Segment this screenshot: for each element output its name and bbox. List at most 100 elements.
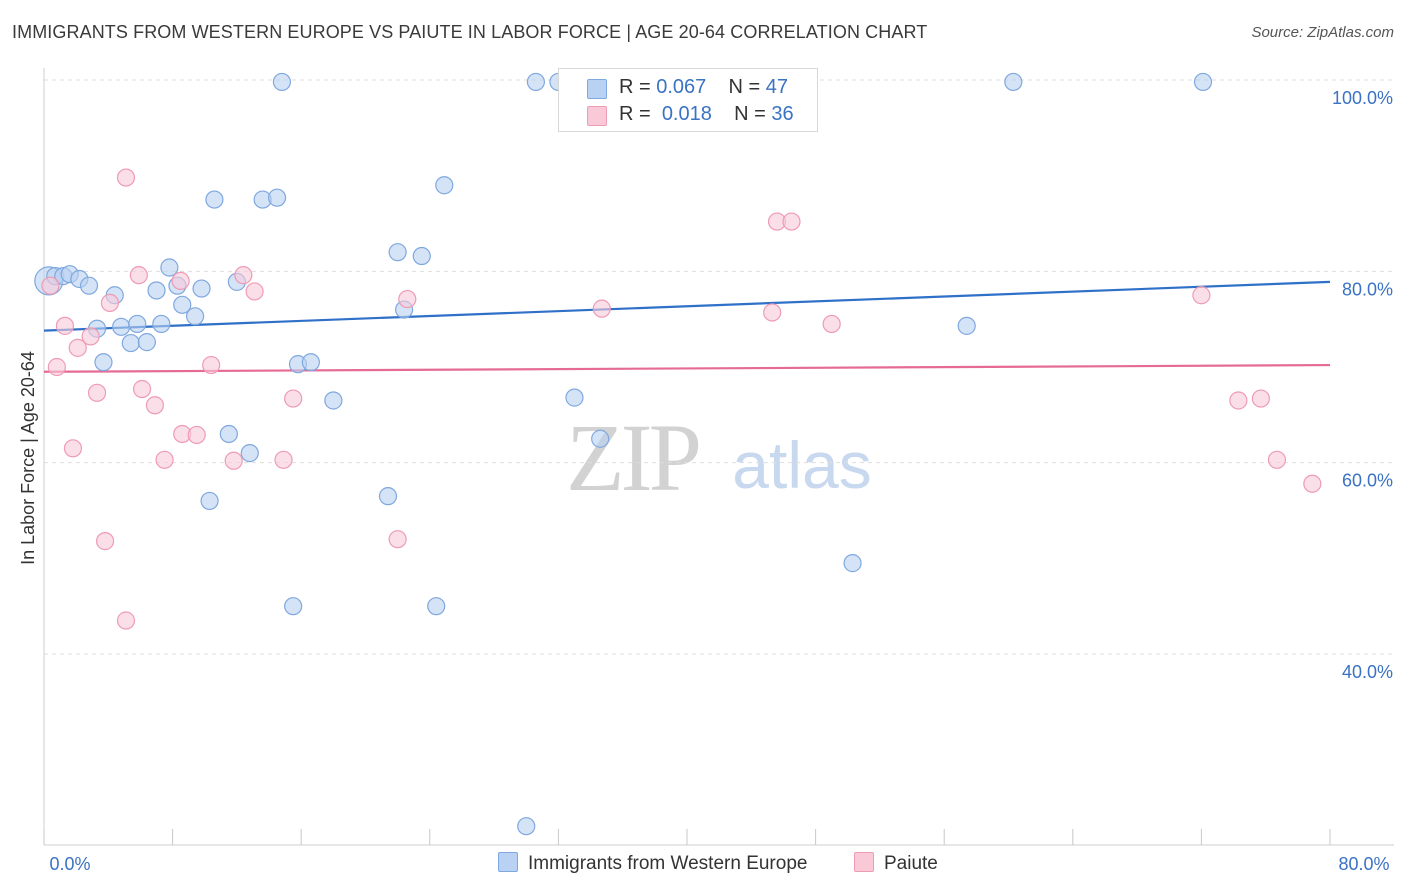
x-ticks [43, 829, 1331, 845]
point-paiute-5 [81, 327, 100, 346]
legend-swatch-blue [587, 79, 607, 99]
y-tick-label-60: 60.0% [1342, 471, 1393, 491]
point-paiute-22 [274, 450, 293, 469]
point-western-europe-7 [94, 353, 113, 372]
point-western-europe-17 [173, 295, 192, 314]
point-paiute-23 [284, 389, 303, 408]
point-western-europe-29 [301, 353, 320, 372]
point-western-europe-15 [160, 258, 179, 277]
legend-n-value-blue: 47 [765, 76, 789, 98]
point-western-europe-10 [121, 333, 140, 353]
point-paiute-12 [132, 379, 152, 399]
y-tick-label-40: 40.0% [1342, 662, 1393, 682]
point-western-europe-18 [186, 307, 205, 326]
y-axis-label: In Labor Force | Age 20-64 [18, 351, 38, 565]
bottom-legend-western-europe: Immigrants from Western Europe [498, 852, 807, 875]
watermark-atlas: atlas [732, 428, 871, 502]
point-western-europe-26 [272, 72, 292, 92]
bottom-legend-label-pink: Paiute [884, 853, 938, 874]
legend-r-label-pink: R = [619, 103, 651, 125]
legend-r-value-blue: 0.067 [656, 76, 707, 98]
point-paiute-4 [68, 338, 87, 357]
point-western-europe-40 [565, 388, 584, 407]
point-paiute-34 [1267, 450, 1287, 469]
point-paiute-6 [87, 383, 107, 402]
point-paiute-31 [1192, 286, 1211, 305]
point-paiute-8 [100, 293, 120, 313]
point-paiute-20 [234, 266, 253, 285]
stats-legend: R = 0.067 N = 47 R = 0.018 N = 36 [558, 68, 818, 132]
point-paiute-30 [822, 314, 841, 334]
point-western-europe-14 [152, 314, 171, 334]
point-paiute-15 [171, 271, 190, 290]
legend-r-label-blue: R = [619, 76, 651, 98]
x-tick-label-min: 0.0% [49, 854, 90, 874]
point-paiute-18 [202, 355, 221, 375]
trend-line-paiute [43, 363, 1331, 373]
point-western-europe-43 [957, 316, 976, 335]
bottom-legend-swatch-blue [498, 852, 518, 872]
point-paiute-0 [41, 276, 60, 295]
point-paiute-2 [55, 316, 74, 335]
point-paiute-25 [398, 289, 417, 309]
point-western-europe-19 [192, 279, 211, 298]
point-western-europe-25 [267, 188, 287, 207]
legend-r-value-pink: 0.018 [661, 103, 712, 125]
point-western-europe-35 [427, 597, 446, 616]
point-western-europe-30 [324, 391, 343, 410]
y-tick-labels: 40.0% 60.0% 80.0% 100.0% [1332, 88, 1393, 682]
point-paiute-10 [116, 168, 136, 187]
point-western-europe-12 [137, 333, 156, 352]
point-paiute-24 [388, 530, 407, 549]
point-western-europe-31 [378, 487, 398, 506]
y-tick-label-80: 80.0% [1342, 279, 1393, 299]
point-paiute-21 [245, 282, 264, 301]
bottom-legend-swatch-pink [854, 852, 874, 872]
point-western-europe-21 [219, 424, 238, 444]
bottom-legend-paiute: Paiute [854, 852, 938, 875]
legend-n-label-blue: N = [728, 76, 761, 98]
point-paiute-17 [187, 425, 206, 445]
point-paiute-1 [47, 357, 66, 377]
point-paiute-9 [116, 611, 136, 630]
trend-line-western-europe [43, 280, 1331, 332]
point-paiute-14 [155, 450, 174, 469]
point-western-europe-5 [79, 276, 99, 295]
gridlines [44, 79, 1394, 655]
chart-title: IMMIGRANTS FROM WESTERN EUROPE VS PAIUTE… [12, 22, 928, 42]
point-western-europe-20 [205, 190, 224, 209]
axes [43, 68, 1394, 846]
point-western-europe-32 [388, 243, 407, 262]
point-paiute-13 [145, 396, 165, 415]
point-paiute-33 [1251, 389, 1270, 408]
point-paiute-7 [95, 532, 115, 551]
point-western-europe-42 [843, 554, 862, 573]
point-paiute-26 [592, 299, 611, 318]
legend-swatch-pink [587, 106, 607, 126]
point-paiute-32 [1229, 391, 1248, 410]
point-western-europe-41 [591, 429, 610, 448]
point-paiute-19 [224, 451, 243, 470]
chart-source: Source: ZipAtlas.com [1251, 24, 1394, 41]
point-paiute-27 [763, 303, 782, 322]
point-western-europe-38 [526, 72, 545, 92]
point-paiute-11 [129, 266, 148, 285]
point-western-europe-45 [1193, 72, 1213, 92]
point-western-europe-9 [112, 317, 131, 336]
point-western-europe-23 [240, 444, 259, 463]
legend-n-value-pink: 36 [771, 103, 794, 125]
legend-n-label-pink: N = [734, 103, 766, 125]
point-western-europe-36 [435, 176, 454, 195]
point-western-europe-44 [1004, 72, 1023, 92]
x-tick-label-max: 80.0% [1338, 854, 1389, 874]
watermark: ZIP atlas [566, 404, 872, 511]
point-western-europe-13 [147, 281, 166, 300]
watermark-zip: ZIP [566, 404, 699, 511]
bottom-legend-label-blue: Immigrants from Western Europe [528, 853, 808, 874]
point-western-europe-11 [128, 314, 147, 334]
point-paiute-35 [1303, 474, 1322, 493]
point-western-europe-37 [517, 817, 536, 836]
trend-lines [43, 280, 1331, 373]
point-western-europe-34 [412, 246, 431, 266]
